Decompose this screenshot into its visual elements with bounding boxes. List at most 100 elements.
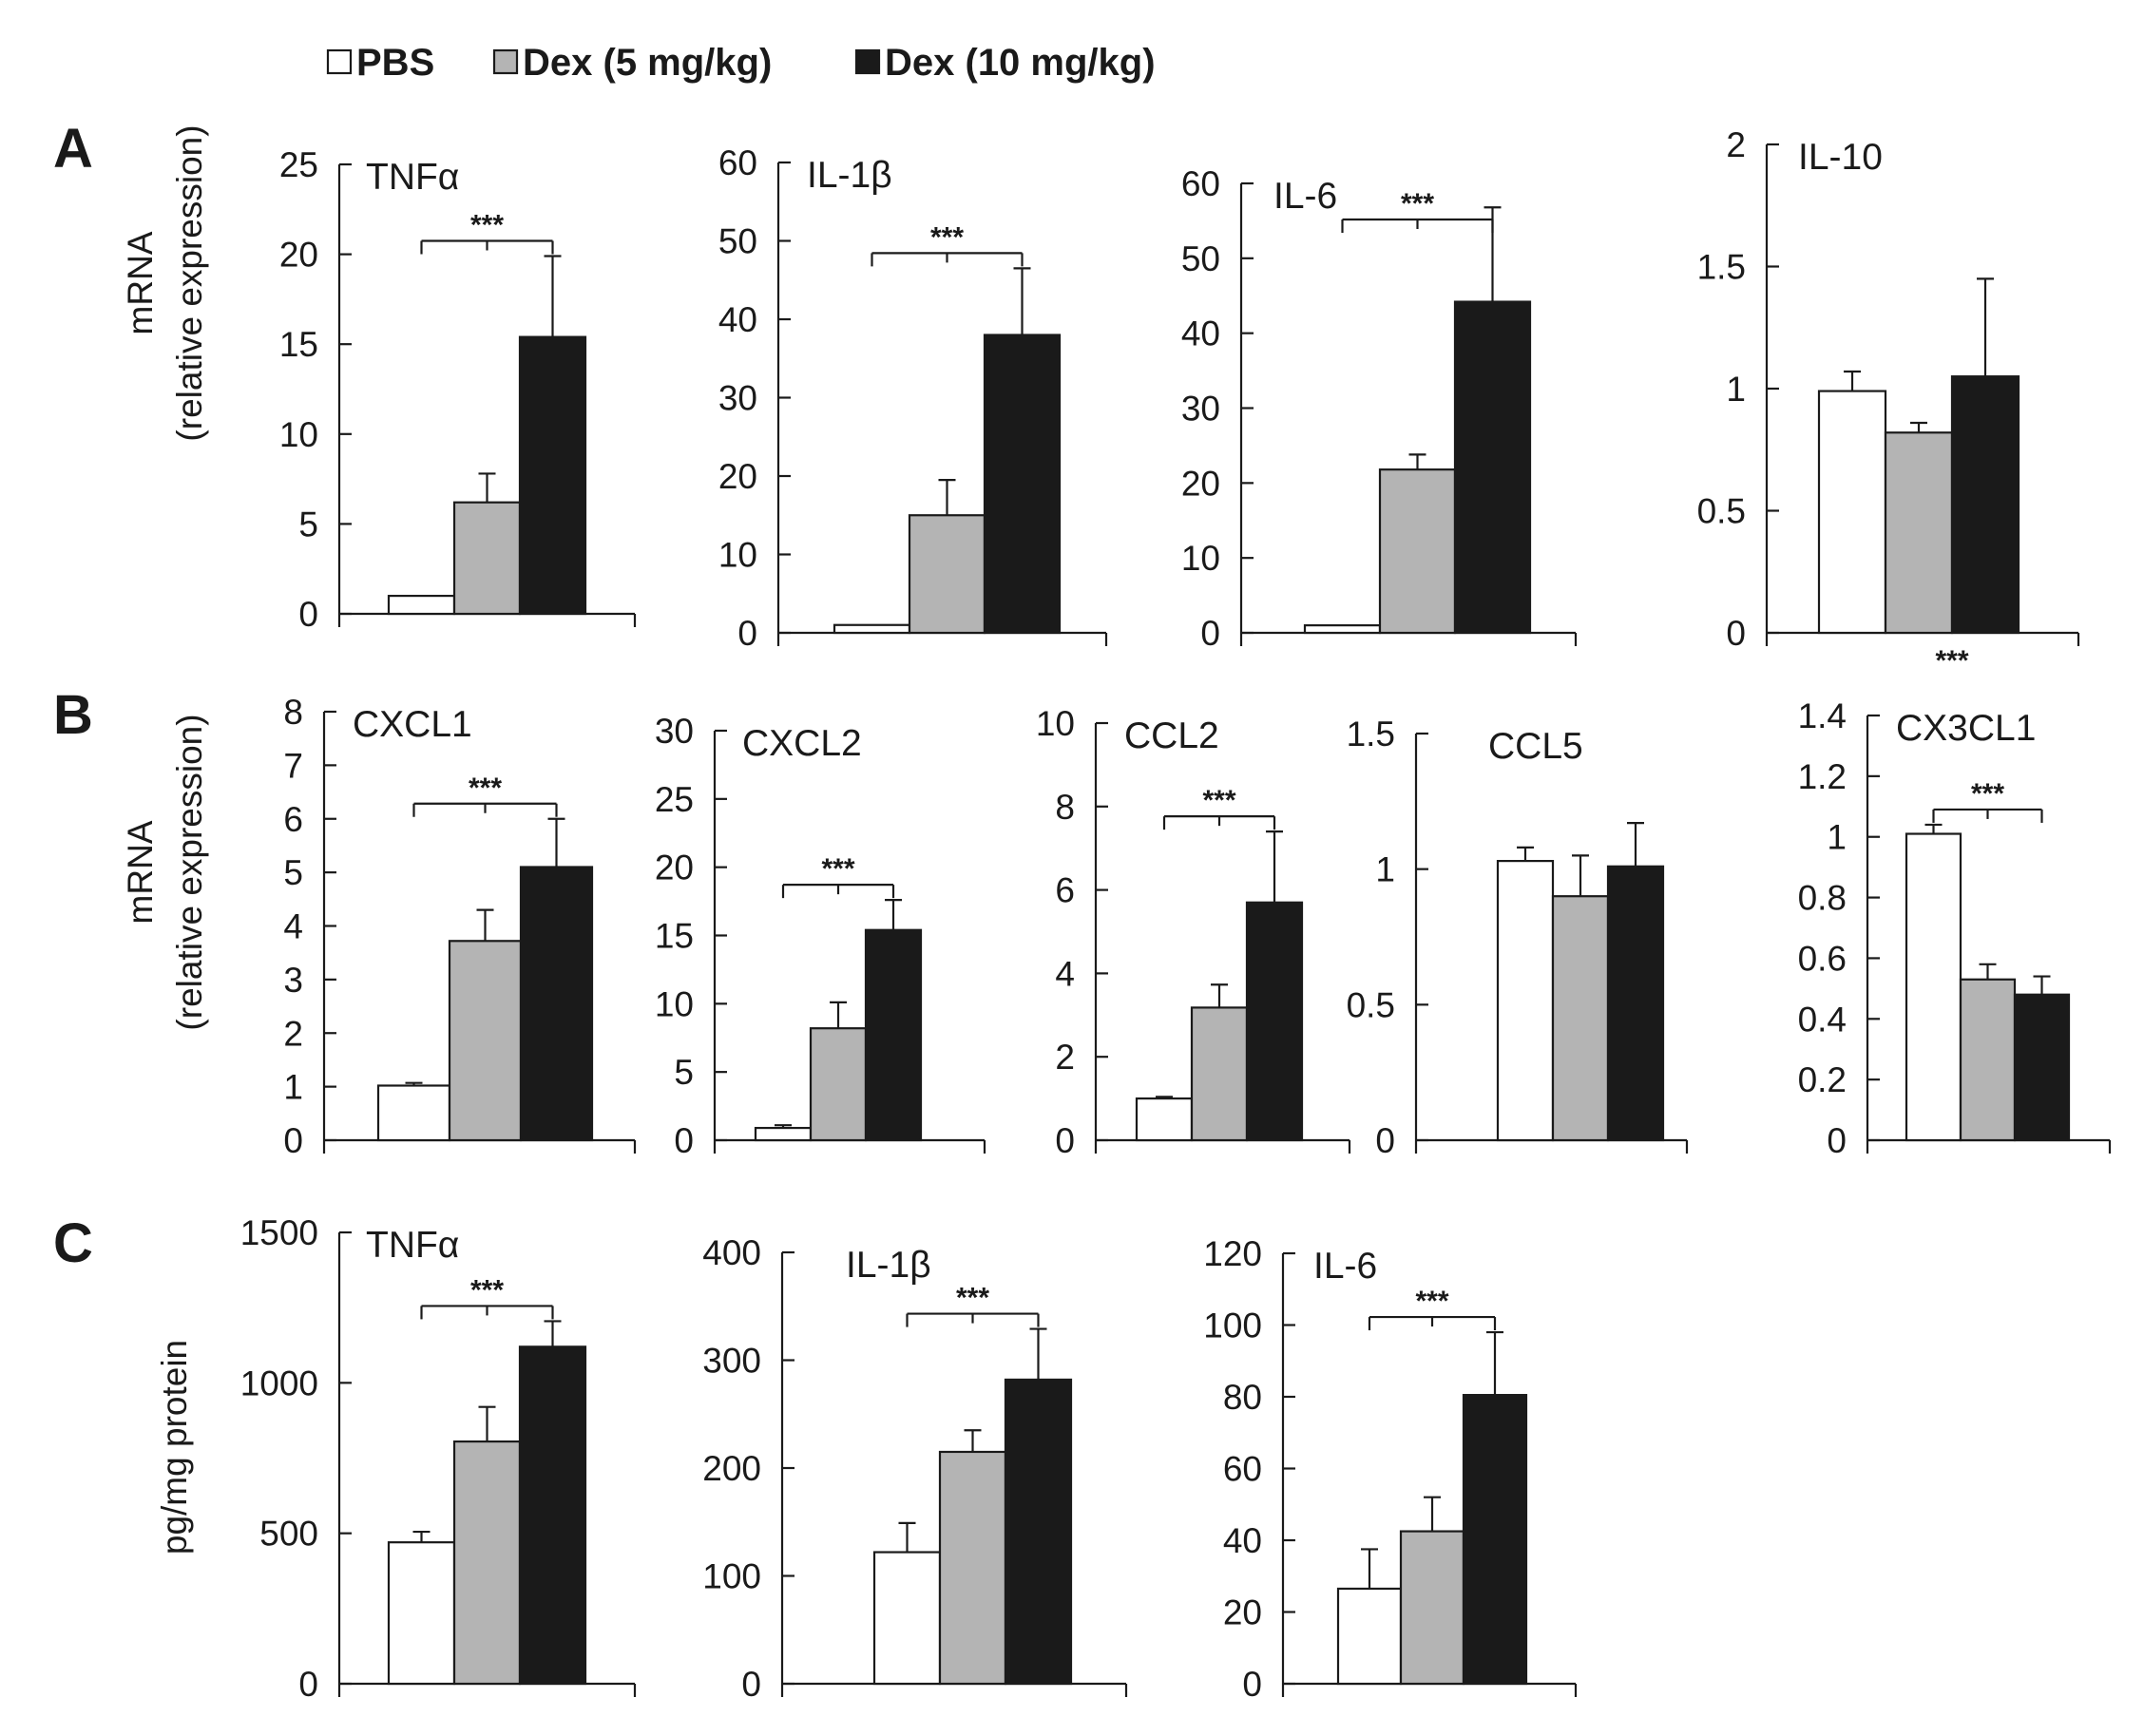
bar [2013, 993, 2071, 1142]
y-tick-label: 1 [1726, 370, 1746, 409]
legend-label-pbs: PBS [356, 42, 434, 84]
legend-swatch-dex5 [492, 48, 519, 75]
y-tick-label: 0.6 [1798, 939, 1847, 978]
y-tick-label: 20 [655, 849, 694, 887]
y-tick-label: 5 [298, 505, 318, 544]
y-tick-label: 25 [279, 145, 318, 184]
chart-title: TNFα [366, 157, 459, 198]
y-tick-label: 0 [298, 1665, 318, 1704]
subplot-b-ccl2: 0 2 4 6 8 10 CCL2 *** [1036, 704, 1351, 1160]
subplot-b-cxcl2: 0 5 10 15 20 25 30 CXCL2 *** [655, 712, 986, 1160]
y-tick-label: 0 [1055, 1121, 1075, 1160]
y-tick-label: 10 [655, 984, 694, 1023]
legend-swatch-pbs [326, 48, 353, 75]
ylabel-panel-b: mRNA (relative expression) [121, 714, 209, 1030]
y-tick-label: 0 [1726, 614, 1746, 653]
bar [1606, 865, 1665, 1142]
y-tick-label: 20 [718, 457, 757, 496]
significance-label: *** [470, 209, 504, 240]
subplot-c-il6: 0 20 40 60 80 100 120 IL-6 *** [1203, 1234, 1578, 1704]
subplot-a-tnfa: 0 5 10 15 20 25 TNFα *** [279, 145, 637, 634]
significance-label: *** [469, 773, 502, 804]
y-tick-label: 120 [1203, 1234, 1262, 1273]
subplot-b-cxcl1: 0 1 2 3 4 5 6 7 8 CXCL1 *** [283, 693, 637, 1160]
y-tick-label: 60 [1181, 164, 1220, 203]
ylabel-panel-c: pg/mg protein [155, 1340, 194, 1555]
subplot-a-il1b: 0 10 20 30 40 50 60 IL-1β *** [718, 143, 1108, 653]
y-tick-label: 20 [1223, 1593, 1262, 1632]
y-tick-label: 100 [1203, 1307, 1262, 1345]
y-tick-label: 1 [283, 1068, 303, 1107]
bar [1336, 1587, 1403, 1686]
y-tick-label: 300 [702, 1342, 761, 1381]
y-tick-label: 80 [1223, 1378, 1262, 1417]
y-tick-label: 40 [718, 300, 757, 339]
y-tick-label: 2 [1055, 1038, 1075, 1077]
chart-title: IL-10 [1798, 137, 1883, 178]
y-tick-label: 6 [1055, 871, 1075, 910]
y-tick-label: 0 [741, 1665, 761, 1704]
significance-label: *** [930, 221, 964, 253]
y-tick-label: 20 [279, 236, 318, 275]
bar [387, 1541, 456, 1686]
bar [983, 334, 1062, 635]
bar [1135, 1097, 1194, 1142]
ylabel-panel-a: mRNA (relative expression) [121, 124, 209, 441]
subplot-b-ccl5: 0 0.5 1 1.5 CCL5 [1347, 715, 1689, 1160]
significance-label: *** [821, 853, 854, 885]
bar [754, 1126, 813, 1142]
subplot-a-il6: 0 10 20 30 40 50 60 IL-6 *** [1181, 164, 1578, 653]
bar [518, 1345, 587, 1686]
y-tick-label: 1000 [240, 1364, 318, 1402]
y-tick-label: 10 [718, 536, 757, 575]
ylabel-panel-b-line2: (relative expression) [170, 714, 209, 1030]
y-tick-label: 1.2 [1798, 757, 1847, 796]
bar [387, 594, 456, 616]
bar [1950, 375, 2020, 635]
bar [1303, 624, 1382, 635]
subplot-c-tnfa: 0 500 1000 1500 TNFα *** [240, 1213, 637, 1704]
legend: PBS Dex (5 mg/kg) Dex (10 mg/kg) [326, 42, 1156, 84]
y-tick-label: 50 [1181, 239, 1220, 278]
chart-title: CX3CL1 [1896, 708, 2036, 749]
panel-letter-b: B [53, 684, 93, 746]
y-tick-label: 8 [283, 693, 303, 732]
subplot-c-il1b: 0 100 200 300 400 IL-1β *** [702, 1233, 1128, 1704]
ylabel-panel-a-line2: (relative expression) [170, 124, 209, 441]
y-tick-label: 15 [655, 917, 694, 956]
y-tick-label: 0 [737, 614, 757, 653]
y-tick-label: 0.4 [1798, 1000, 1847, 1039]
y-tick-label: 2 [1726, 125, 1746, 164]
y-tick-label: 0 [1200, 614, 1220, 653]
bar [1496, 860, 1555, 1142]
y-tick-label: 10 [279, 415, 318, 454]
significance-label: *** [1401, 188, 1434, 219]
subplot-b-cx3cl1: 0 0.2 0.4 0.6 0.8 1 1.2 1.4 CX3CL1 *** [1798, 696, 2112, 1160]
legend-swatch-dex10 [854, 48, 881, 75]
y-tick-label: 60 [1223, 1450, 1262, 1489]
y-tick-label: 40 [1181, 315, 1220, 353]
significance-label: *** [956, 1283, 989, 1314]
significance-label: *** [470, 1274, 504, 1306]
y-tick-label: 15 [279, 325, 318, 364]
bar [1462, 1394, 1528, 1686]
legend-label-dex5: Dex (5 mg/kg) [523, 42, 772, 84]
panel-letter-a: A [53, 118, 93, 180]
bar [938, 1450, 1007, 1686]
y-tick-label: 0 [1375, 1121, 1395, 1160]
chart-title: CXCL1 [353, 704, 472, 745]
y-tick-label: 0 [674, 1121, 694, 1160]
bar [1399, 1530, 1465, 1686]
y-tick-label: 0 [283, 1121, 303, 1160]
y-tick-label: 30 [718, 379, 757, 418]
y-tick-label: 60 [718, 143, 757, 182]
ylabel-panel-a-line1: mRNA [121, 231, 160, 334]
bar [1817, 390, 1887, 635]
significance-label: *** [1415, 1286, 1448, 1317]
bar [833, 623, 911, 635]
bar [864, 928, 923, 1142]
y-tick-label: 5 [674, 1053, 694, 1092]
y-tick-label: 50 [718, 222, 757, 261]
legend-label-dex10: Dex (10 mg/kg) [885, 42, 1156, 84]
